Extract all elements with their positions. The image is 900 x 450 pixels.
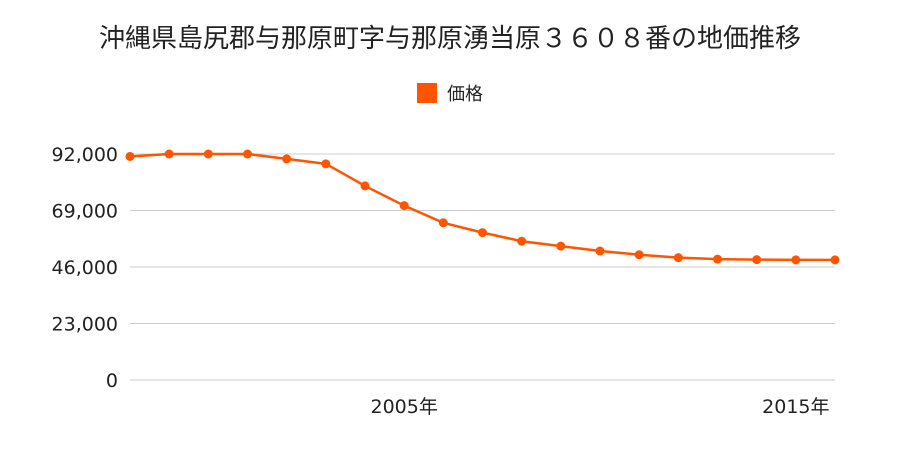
data-point bbox=[321, 159, 331, 169]
data-point bbox=[556, 241, 566, 251]
data-point bbox=[791, 255, 801, 265]
data-point bbox=[752, 255, 762, 265]
legend-label: 価格 bbox=[447, 84, 483, 105]
data-point bbox=[243, 149, 252, 159]
data-point bbox=[164, 149, 174, 159]
x-tick-label: 2015年 bbox=[762, 396, 829, 418]
data-point bbox=[595, 246, 605, 256]
data-point bbox=[830, 255, 840, 265]
data-point bbox=[634, 250, 644, 260]
y-tick-label: 46,000 bbox=[52, 257, 118, 279]
legend-swatch bbox=[417, 83, 437, 103]
legend: 価格 bbox=[0, 80, 900, 106]
data-point bbox=[438, 218, 448, 228]
data-point bbox=[478, 228, 487, 238]
series bbox=[125, 149, 840, 265]
data-point bbox=[517, 236, 527, 246]
data-point bbox=[282, 154, 292, 164]
y-tick-label: 92,000 bbox=[52, 144, 118, 166]
data-point bbox=[125, 151, 135, 161]
chart-title: 沖縄県島尻郡与那原町字与那原湧当原３６０８番の地価推移 bbox=[98, 24, 801, 54]
data-point bbox=[399, 201, 409, 211]
data-point bbox=[203, 149, 213, 159]
grid bbox=[130, 153, 835, 381]
y-tick-label: 23,000 bbox=[52, 314, 118, 336]
y-tick-label: 0 bbox=[106, 370, 118, 392]
y-axis-ticks: 0 23,000 46,000 69,000 92,000 bbox=[52, 144, 118, 392]
x-tick-label: 2005年 bbox=[370, 396, 437, 418]
y-tick-label: 69,000 bbox=[52, 201, 118, 223]
series-line bbox=[129, 152, 835, 262]
x-axis-ticks: 2005年 2015年 bbox=[370, 396, 829, 418]
data-point bbox=[360, 181, 370, 191]
data-point bbox=[673, 253, 683, 263]
data-point bbox=[713, 254, 722, 264]
